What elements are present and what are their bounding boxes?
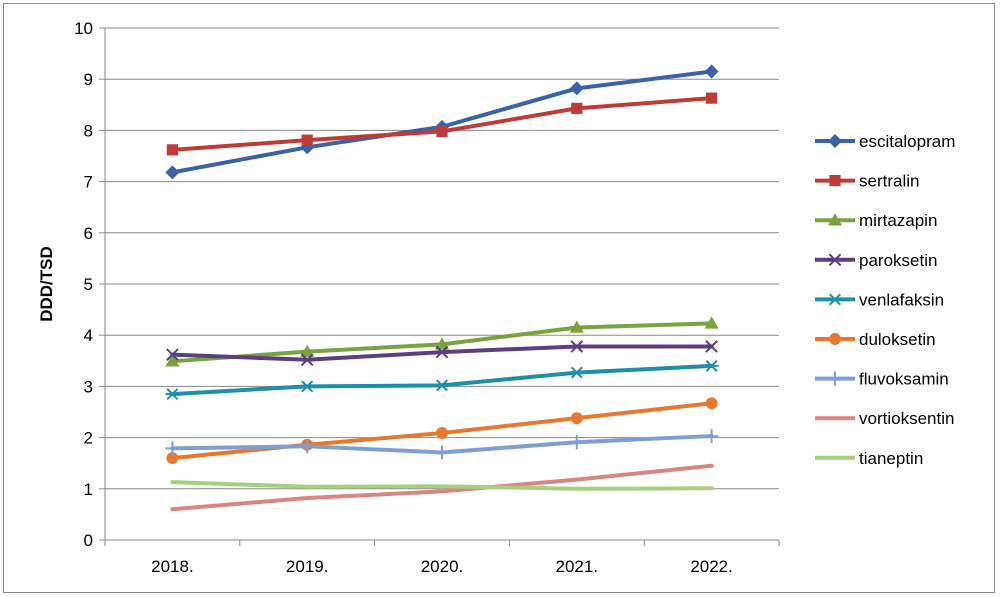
- legend-label: venlafaksin: [859, 290, 944, 309]
- data-point-paroksetin: [300, 353, 314, 367]
- y-tick-label: 1: [84, 480, 93, 499]
- data-point-escitalopram: [704, 64, 719, 79]
- data-point-escitalopram: [569, 81, 584, 96]
- data-point-paroksetin: [166, 348, 179, 361]
- data-point-paroksetin: [435, 345, 449, 359]
- legend-marker: [828, 134, 842, 148]
- legend-item-venlafaksin: venlafaksin: [815, 290, 944, 309]
- data-point-fluvoksamin: [704, 429, 719, 444]
- legend-item-duloksetin: duloksetin: [815, 330, 936, 349]
- data-point-escitalopram: [165, 165, 180, 180]
- legend-label: tianeptin: [859, 449, 923, 468]
- data-point-duloksetin: [166, 452, 179, 465]
- series-mirtazapin: [165, 316, 719, 367]
- data-point-sertralin: [166, 144, 178, 156]
- legend-item-sertralin: sertralin: [815, 172, 919, 191]
- gridlines: [105, 27, 779, 490]
- data-point-sertralin: [301, 134, 313, 146]
- x-tick-label: 2021.: [556, 557, 599, 576]
- data-point-mirtazapin: [704, 316, 719, 329]
- y-tick-label: 9: [84, 70, 93, 89]
- series-lines: [165, 64, 719, 512]
- legend-item-fluvoksamin: fluvoksamin: [815, 370, 949, 389]
- legend: escitalopram sertralin mirtazapin parokseti…: [815, 132, 955, 468]
- data-point-duloksetin: [705, 397, 718, 410]
- y-tick-label: 5: [84, 275, 93, 294]
- legend-label: fluvoksamin: [859, 370, 949, 389]
- series-line-vortioksentin: [170, 463, 714, 512]
- data-point-venlafaksin: [300, 380, 315, 393]
- series-escitalopram: [165, 64, 719, 180]
- series-line-venlafaksin: [170, 363, 714, 397]
- data-point-paroksetin: [705, 340, 718, 353]
- legend-label: mirtazapin: [859, 211, 937, 230]
- x-tick-label: 2020.: [421, 557, 464, 576]
- data-point-venlafaksin: [704, 359, 719, 372]
- data-point-venlafaksin: [165, 388, 180, 401]
- data-point-mirtazapin: [165, 354, 180, 367]
- data-point-fluvoksamin: [569, 435, 584, 450]
- y-tick-label: 7: [84, 173, 93, 192]
- line-chart: 0 1 2 3 4 5 6 7 8 9 10 2018. 2019. 2020. 2021. 2022. DD…: [37, 19, 955, 576]
- series-fluvoksamin: [165, 429, 719, 460]
- legend-marker: [829, 333, 841, 345]
- data-point-sertralin: [436, 125, 448, 138]
- series-paroksetin: [166, 340, 718, 367]
- data-point-mirtazapin: [569, 320, 584, 333]
- data-point-sertralin: [571, 102, 583, 114]
- data-point-duloksetin: [436, 427, 448, 439]
- data-point-sertralin: [706, 92, 718, 104]
- legend-item-tianeptin: tianeptin: [815, 449, 923, 468]
- data-point-venlafaksin: [569, 366, 584, 379]
- series-sertralin: [166, 92, 718, 156]
- y-tick-label: 2: [84, 429, 93, 448]
- legend-marker: [829, 175, 841, 187]
- y-tick-label: 8: [84, 121, 93, 140]
- x-tick-label: 2019.: [286, 557, 329, 576]
- legend-item-vortioksentin: vortioksentin: [815, 409, 954, 428]
- data-point-mirtazapin: [300, 344, 315, 357]
- data-point-fluvoksamin: [165, 441, 180, 456]
- data-point-venlafaksin: [435, 379, 449, 392]
- y-tick-label: 4: [84, 326, 93, 345]
- axes: 0 1 2 3 4 5 6 7 8 9 10 2018. 2019. 2020. 2021. 2022.: [74, 19, 780, 576]
- legend-label: vortioksentin: [859, 409, 954, 428]
- y-tick-label: 6: [84, 224, 93, 243]
- legend-item-escitalopram: escitalopram: [815, 132, 955, 151]
- legend-marker: [828, 213, 842, 226]
- x-tick-label: 2022.: [690, 557, 733, 576]
- series-tianeptin: [170, 480, 714, 491]
- legend-marker: [828, 293, 842, 306]
- legend-label: paroksetin: [859, 251, 937, 270]
- y-tick-label: 10: [74, 19, 93, 38]
- series-venlafaksin: [165, 359, 719, 401]
- data-point-fluvoksamin: [300, 439, 315, 454]
- data-point-fluvoksamin: [435, 445, 449, 460]
- legend-label: duloksetin: [859, 330, 936, 349]
- x-tick-label: 2018.: [151, 557, 194, 576]
- legend-label: sertralin: [859, 172, 919, 191]
- y-tick-label: 0: [84, 531, 93, 550]
- legend-item-paroksetin: paroksetin: [815, 251, 937, 270]
- legend-marker: [828, 371, 842, 386]
- legend-item-mirtazapin: mirtazapin: [815, 211, 937, 230]
- y-tick-label: 3: [84, 377, 93, 396]
- data-point-duloksetin: [570, 412, 583, 425]
- y-axis-label: DDD/TSD: [37, 246, 56, 322]
- legend-marker: [828, 253, 842, 267]
- data-point-mirtazapin: [435, 337, 449, 350]
- series-vortioksentin: [170, 463, 714, 512]
- chart-frame: 0 1 2 3 4 5 6 7 8 9 10 2018. 2019. 2020. 2021. 2022. DD…: [3, 3, 995, 593]
- data-point-paroksetin: [570, 340, 584, 353]
- series-line-tianeptin: [170, 480, 714, 491]
- legend-label: escitalopram: [859, 132, 955, 151]
